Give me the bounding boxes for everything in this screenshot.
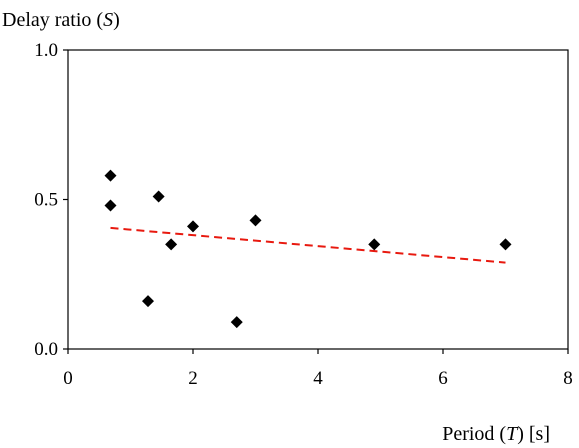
x-axis-label-variable: T: [506, 423, 519, 445]
y-tick-label: 0.0: [34, 339, 58, 360]
data-point: [165, 238, 178, 251]
x-axis-label-prefix: Period (: [442, 423, 506, 445]
data-point: [187, 220, 199, 233]
plot-area: [67, 49, 569, 350]
data-point: [499, 238, 512, 251]
x-tick-label: 2: [188, 368, 198, 389]
y-tick-label: 1.0: [34, 40, 58, 61]
x-axis-label: Period (T) [s]: [442, 423, 550, 445]
y-axis-label-prefix: Delay ratio (: [2, 9, 103, 31]
x-axis-label-suffix: ) [s]: [517, 423, 550, 445]
x-tick-label: 8: [563, 368, 573, 389]
x-axis: 0 2 4 6 8: [63, 349, 573, 389]
data-point: [104, 169, 117, 182]
data-points: [104, 169, 512, 329]
x-tick-label: 4: [313, 368, 323, 389]
trendline-layer: [110, 226, 506, 264]
data-point: [152, 190, 165, 203]
y-axis-label-variable: S: [103, 9, 113, 31]
x-tick-label: 0: [63, 368, 73, 389]
data-point: [230, 316, 243, 329]
data-point: [104, 199, 117, 212]
y-axis-label-suffix: ): [113, 9, 120, 31]
data-point: [368, 238, 381, 251]
y-axis: 0.0 0.5 1.0: [34, 40, 68, 360]
trendline: [110, 226, 506, 264]
y-axis-label: Delay ratio (S): [2, 9, 120, 31]
y-tick-label: 0.5: [34, 190, 58, 211]
data-point: [142, 295, 154, 308]
x-tick-label: 6: [438, 368, 448, 389]
data-point: [249, 214, 262, 227]
